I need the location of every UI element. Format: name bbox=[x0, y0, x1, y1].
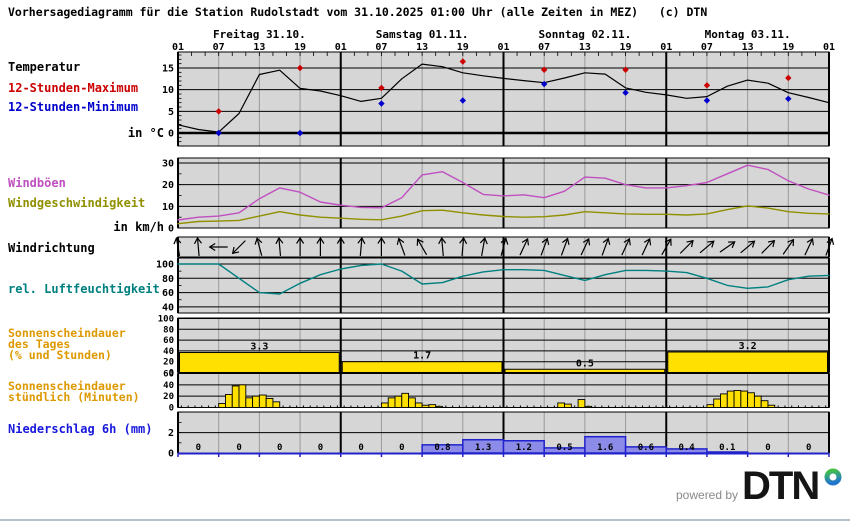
svg-text:07: 07 bbox=[538, 42, 550, 53]
svg-text:19: 19 bbox=[620, 42, 632, 53]
svg-text:19: 19 bbox=[782, 42, 794, 53]
svg-text:Freitag 31.10.: Freitag 31.10. bbox=[213, 28, 306, 41]
svg-text:0: 0 bbox=[765, 443, 770, 453]
sun-hourly-label-2: stündlich (Minuten) bbox=[8, 390, 140, 404]
svg-text:1.7: 1.7 bbox=[413, 351, 431, 362]
svg-text:40: 40 bbox=[163, 381, 174, 391]
svg-text:13: 13 bbox=[742, 42, 754, 53]
svg-text:1.2: 1.2 bbox=[516, 443, 532, 453]
svg-text:60: 60 bbox=[162, 288, 174, 299]
svg-text:0: 0 bbox=[169, 404, 174, 414]
svg-text:60: 60 bbox=[163, 369, 174, 379]
dtn-logo: DTN bbox=[742, 464, 820, 508]
svg-text:07: 07 bbox=[375, 42, 387, 53]
meteogram-chart: Freitag 31.10. Samstag 01.11. Sonntag 02.1… bbox=[156, 28, 835, 460]
svg-text:10: 10 bbox=[162, 85, 174, 96]
svg-text:1.6: 1.6 bbox=[597, 443, 613, 453]
powered-by-text: powered by bbox=[676, 488, 739, 502]
svg-text:01: 01 bbox=[335, 42, 347, 53]
svg-text:01: 01 bbox=[497, 42, 509, 53]
svg-text:01: 01 bbox=[823, 42, 835, 53]
svg-text:80: 80 bbox=[162, 274, 174, 285]
svg-text:0: 0 bbox=[358, 443, 363, 453]
gusts-label: Windböen bbox=[8, 176, 66, 190]
svg-text:0: 0 bbox=[806, 443, 811, 453]
svg-text:0: 0 bbox=[169, 369, 174, 379]
svg-text:Montag 03.11.: Montag 03.11. bbox=[705, 28, 791, 41]
svg-text:3.3: 3.3 bbox=[250, 342, 268, 353]
svg-text:20: 20 bbox=[162, 180, 174, 191]
humidity-label: rel. Luftfeuchtigkeit bbox=[8, 282, 160, 296]
svg-text:13: 13 bbox=[579, 42, 591, 53]
wind-unit-label: in km/h bbox=[113, 220, 164, 234]
svg-text:20: 20 bbox=[163, 392, 174, 402]
svg-text:15: 15 bbox=[162, 64, 174, 75]
svg-text:100: 100 bbox=[158, 315, 174, 325]
wind-direction-label: Windrichtung bbox=[8, 241, 95, 255]
precipitation-label: Niederschlag 6h (mm) bbox=[8, 422, 153, 436]
dtn-logo-ring-icon bbox=[824, 468, 842, 486]
svg-text:40: 40 bbox=[163, 347, 174, 357]
svg-text:0.5: 0.5 bbox=[576, 358, 594, 369]
sun-daily-label-2: des Tages bbox=[8, 337, 71, 351]
svg-text:40: 40 bbox=[162, 302, 174, 313]
max-12h-label: 12-Stunden-Maximum bbox=[8, 81, 139, 95]
svg-text:10: 10 bbox=[162, 202, 174, 213]
svg-text:20: 20 bbox=[163, 358, 174, 368]
svg-text:0: 0 bbox=[399, 443, 404, 453]
svg-text:0.6: 0.6 bbox=[638, 443, 654, 453]
svg-text:0.8: 0.8 bbox=[434, 443, 450, 453]
svg-text:13: 13 bbox=[253, 42, 265, 53]
svg-text:0.5: 0.5 bbox=[556, 443, 572, 453]
svg-text:3.2: 3.2 bbox=[739, 341, 757, 352]
svg-text:13: 13 bbox=[416, 42, 428, 53]
svg-text:19: 19 bbox=[457, 42, 469, 53]
footer-divider bbox=[0, 519, 850, 521]
svg-text:0: 0 bbox=[196, 443, 201, 453]
svg-text:0.1: 0.1 bbox=[719, 443, 735, 453]
svg-text:80: 80 bbox=[163, 325, 174, 335]
sun-daily-label-3: (% und Stunden) bbox=[8, 348, 112, 362]
sun-daily-label-1: Sonnenscheindauer bbox=[8, 326, 126, 340]
svg-text:30: 30 bbox=[162, 158, 174, 169]
svg-text:07: 07 bbox=[701, 42, 713, 53]
svg-text:0: 0 bbox=[168, 224, 174, 235]
svg-text:19: 19 bbox=[294, 42, 306, 53]
min-12h-label: 12-Stunden-Minimum bbox=[8, 100, 139, 114]
svg-text:0: 0 bbox=[318, 443, 323, 453]
svg-text:2: 2 bbox=[168, 428, 174, 439]
temperature-label: Temperatur bbox=[8, 60, 81, 74]
svg-text:60: 60 bbox=[163, 336, 174, 346]
svg-text:0: 0 bbox=[168, 129, 174, 140]
svg-text:1.3: 1.3 bbox=[475, 443, 491, 453]
temp-unit-label: in °C bbox=[127, 126, 164, 140]
sun-hourly-label-1: Sonnenscheindauer bbox=[8, 379, 126, 393]
page-title: Vorhersagediagramm für die Station Rudol… bbox=[8, 5, 708, 19]
svg-text:Samstag 01.11.: Samstag 01.11. bbox=[376, 28, 469, 41]
svg-text:01: 01 bbox=[172, 42, 184, 53]
svg-text:0: 0 bbox=[236, 443, 241, 453]
svg-text:0: 0 bbox=[168, 449, 174, 460]
svg-text:0.4: 0.4 bbox=[678, 443, 695, 453]
svg-text:01: 01 bbox=[660, 42, 672, 53]
svg-text:0: 0 bbox=[277, 443, 282, 453]
svg-text:Sonntag 02.11.: Sonntag 02.11. bbox=[539, 28, 632, 41]
wind-speed-label: Windgeschwindigkeit bbox=[8, 196, 146, 210]
svg-text:100: 100 bbox=[156, 260, 174, 271]
svg-text:07: 07 bbox=[213, 42, 225, 53]
svg-text:5: 5 bbox=[168, 107, 174, 118]
